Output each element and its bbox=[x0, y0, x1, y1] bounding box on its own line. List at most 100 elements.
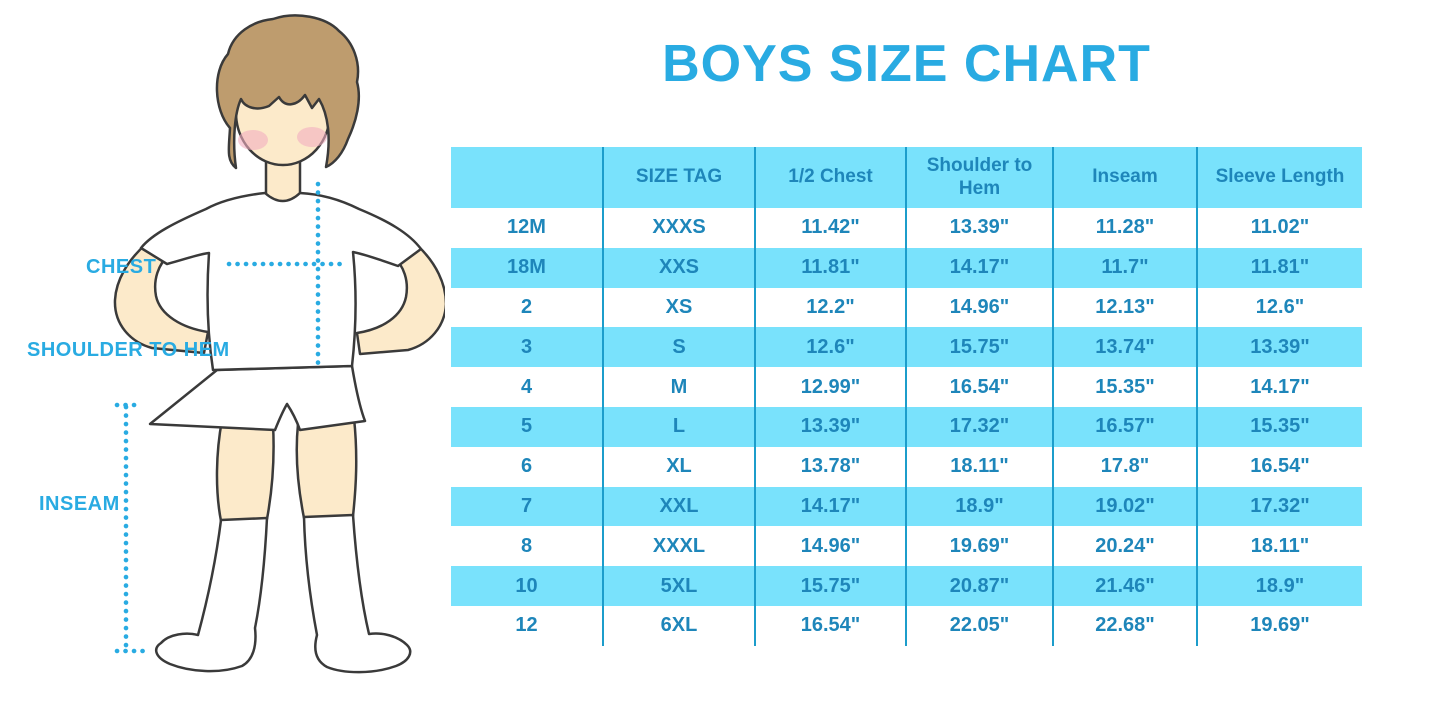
table-cell: 11.28" bbox=[1052, 208, 1197, 248]
table-cell: 12 bbox=[515, 614, 538, 637]
table-cell: 2 bbox=[520, 295, 533, 318]
table-row: 6 XL 13.78" 18.11" 17.8" 16.54" bbox=[451, 446, 1362, 487]
table-row: 2 XS 12.2" 14.96" 12.13" 12.6" bbox=[451, 287, 1362, 328]
table-cell: 13.39" bbox=[1196, 327, 1362, 368]
table-header-row: SIZE TAG 1/2 Chest Shoulder to Hem Inseam Sl… bbox=[451, 147, 1362, 208]
table-cell: 17.32" bbox=[1196, 486, 1362, 527]
table-cell: 18.9" bbox=[905, 486, 1053, 527]
table-cell: XXXL bbox=[602, 526, 755, 567]
column-header: Shoulder to Hem bbox=[905, 147, 1053, 208]
table-cell: 19.02" bbox=[1052, 486, 1197, 527]
table-cell: 18.11" bbox=[1196, 526, 1362, 567]
table-cell: 13.78" bbox=[754, 446, 906, 487]
table-cell: 11.81" bbox=[1196, 247, 1362, 288]
table-cell: 16.54" bbox=[1196, 446, 1362, 487]
table-cell: XS bbox=[602, 287, 755, 328]
table-cell: 12.6" bbox=[754, 327, 906, 368]
table-cell: 16.57" bbox=[1052, 406, 1197, 447]
table-cell: 5XL bbox=[602, 566, 755, 606]
table-row: 12 6XL 16.54" 22.05" 22.68" 19.69" bbox=[451, 605, 1362, 646]
table-cell: 12.13" bbox=[1052, 287, 1197, 328]
left-arm bbox=[113, 242, 210, 355]
table-cell: 3 bbox=[451, 327, 603, 368]
table-cell: 16.54" bbox=[754, 605, 906, 646]
table-cell: M bbox=[602, 367, 755, 407]
chest-label: CHEST bbox=[86, 256, 157, 278]
table-cell: 20.87" bbox=[905, 566, 1053, 606]
table-row: 12M XXXS 11.42" 13.39" 11.28" 11.02" bbox=[451, 208, 1362, 248]
table-cell: 13.74" bbox=[1052, 327, 1197, 368]
table-cell: 13.39" bbox=[754, 406, 906, 447]
column-header bbox=[451, 147, 603, 208]
table-cell: L bbox=[602, 406, 755, 447]
right-sock bbox=[302, 513, 412, 674]
hair bbox=[215, 14, 361, 170]
table-cell: S bbox=[602, 327, 755, 368]
table-cell: 11.7" bbox=[1052, 247, 1197, 288]
inseam-label: INSEAM bbox=[39, 493, 120, 515]
left-leg bbox=[215, 418, 275, 523]
table-cell: 11.81" bbox=[754, 247, 906, 288]
blush-right-cheek bbox=[297, 127, 327, 147]
table-cell: 22.05" bbox=[905, 605, 1053, 646]
table-cell: 16.54" bbox=[905, 367, 1053, 407]
table-cell: 14.17" bbox=[1196, 367, 1362, 407]
table-cell: 20.24" bbox=[1052, 526, 1197, 567]
shoulder-to-hem-label: SHOULDER TO HEM bbox=[27, 339, 230, 361]
column-header: SIZE TAG bbox=[602, 147, 755, 208]
boy-figure-svg bbox=[113, 14, 445, 674]
table-row: 3 S 12.6" 15.75" 13.74" 13.39" bbox=[451, 327, 1362, 368]
table-cell: 13.39" bbox=[905, 208, 1053, 248]
table-cell: 6XL bbox=[602, 605, 755, 646]
blush-left-cheek bbox=[238, 130, 268, 150]
table-cell: 18.9" bbox=[1196, 566, 1362, 606]
table-cell: 11.02" bbox=[1196, 208, 1362, 248]
table-row: 5 L 13.39" 17.32" 16.57" 15.35" bbox=[451, 406, 1362, 447]
table-cell: 14.96" bbox=[905, 287, 1053, 328]
left-sock bbox=[154, 516, 269, 673]
table-cell: 12.99" bbox=[754, 367, 906, 407]
table-cell: 17.8" bbox=[1052, 446, 1197, 487]
table-row: 8 XXXL 14.96" 19.69" 20.24" 18.11" bbox=[451, 526, 1362, 567]
table-cell: 7 bbox=[451, 486, 603, 527]
right-arm bbox=[355, 244, 445, 356]
table-cell: 14.17" bbox=[754, 486, 906, 527]
table-row: 7 XXL 14.17" 18.9" 19.02" 17.32" bbox=[451, 486, 1362, 527]
column-header: Sleeve Length bbox=[1196, 147, 1362, 208]
table-cell: 8 bbox=[520, 534, 533, 557]
table-cell: 18M bbox=[451, 247, 603, 288]
page-title: BOYS SIZE CHART bbox=[662, 35, 1151, 93]
table-cell: 5 bbox=[451, 406, 603, 447]
table-cell: XL bbox=[602, 446, 755, 487]
size-table: SIZE TAG 1/2 Chest Shoulder to Hem Inseam Sl… bbox=[451, 147, 1362, 646]
table-cell: 17.32" bbox=[905, 406, 1053, 447]
table-cell: 15.75" bbox=[754, 566, 906, 606]
table-row: 10 5XL 15.75" 20.87" 21.46" 18.9" bbox=[451, 566, 1362, 606]
table-cell: 12M bbox=[507, 216, 546, 239]
table-cell: XXL bbox=[602, 486, 755, 527]
table-cell: 12.6" bbox=[1196, 287, 1362, 328]
measurement-guides bbox=[114, 181, 348, 654]
table-cell: 15.75" bbox=[905, 327, 1053, 368]
table-cell: XXS bbox=[602, 247, 755, 288]
t-shirt bbox=[139, 191, 423, 372]
size-table-body: 12M XXXS 11.42" 13.39" 11.28" 11.02" 18M XXS 11.… bbox=[451, 208, 1362, 646]
right-leg bbox=[295, 416, 358, 520]
table-cell: XXXS bbox=[602, 208, 755, 248]
table-cell: 12.2" bbox=[754, 287, 906, 328]
figure-illustration: CHEST SHOULDER TO HEM INSEAM bbox=[0, 0, 445, 723]
table-cell: 15.35" bbox=[1052, 367, 1197, 407]
table-cell: 6 bbox=[520, 455, 533, 478]
column-header: 1/2 Chest bbox=[754, 147, 906, 208]
table-cell: 19.69" bbox=[1196, 605, 1362, 646]
table-cell: 19.69" bbox=[905, 526, 1053, 567]
table-cell: 10 bbox=[451, 566, 603, 606]
column-header: Inseam bbox=[1052, 147, 1197, 208]
table-cell: 15.35" bbox=[1196, 406, 1362, 447]
table-row: 18M XXS 11.81" 14.17" 11.7" 11.81" bbox=[451, 247, 1362, 288]
table-row: 4 M 12.99" 16.54" 15.35" 14.17" bbox=[451, 367, 1362, 407]
table-cell: 21.46" bbox=[1052, 566, 1197, 606]
table-cell: 11.42" bbox=[754, 208, 906, 248]
shorts bbox=[148, 364, 367, 432]
